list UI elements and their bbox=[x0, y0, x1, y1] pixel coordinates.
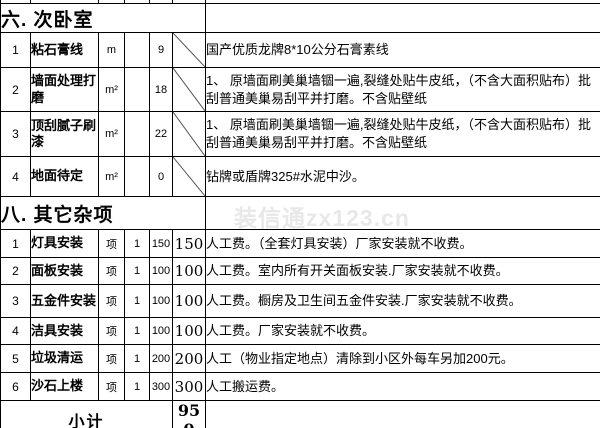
item-price: 100 bbox=[149, 257, 173, 285]
section-title-desc-cell bbox=[205, 3, 600, 33]
section-header-row: 八. 其它杂项 bbox=[0, 196, 600, 230]
item-price: 100 bbox=[149, 284, 173, 318]
section-title-desc-cell bbox=[205, 196, 600, 230]
table-row: 6 沙石上楼 项 1 300 300 人工搬运费。 bbox=[0, 372, 600, 401]
item-name: 洁具安装 bbox=[30, 317, 99, 345]
row-number: 2 bbox=[0, 67, 31, 112]
item-unit: 项 bbox=[98, 317, 125, 345]
row-number: 1 bbox=[0, 229, 31, 258]
item-desc: 国产优质龙牌8*10公分石膏素线 bbox=[205, 32, 600, 68]
item-name: 垃圾清运 bbox=[30, 344, 99, 373]
row-number: 4 bbox=[0, 317, 31, 345]
table-row: 2 面板安装 项 1 100 100 人工费。室内所有开关面板安装.厂家安装就不… bbox=[0, 257, 600, 285]
item-name: 沙石上楼 bbox=[30, 372, 99, 401]
item-amount: 100 bbox=[172, 257, 206, 285]
table-row: 1 灯具安装 项 1 150 150 人工费。（全套灯具安装）厂家安装就不收费。 bbox=[0, 229, 600, 258]
row-number: 2 bbox=[0, 257, 31, 285]
item-amount: 100 bbox=[172, 284, 206, 318]
table-row: 5 垃圾清运 项 1 200 200 人工（物业指定地点）清除到小区外每车另加2… bbox=[0, 344, 600, 373]
row-number: 1 bbox=[0, 32, 31, 68]
item-desc: 人工搬运费。 bbox=[205, 372, 600, 401]
diagonal-na-mark bbox=[173, 68, 205, 111]
item-price: 100 bbox=[149, 317, 173, 345]
table-row: 4 洁具安装 项 1 100 100 人工费。厂家安装就不收费。 bbox=[0, 317, 600, 345]
item-name: 墙面处理打磨 bbox=[30, 67, 99, 112]
item-unit: 项 bbox=[98, 372, 125, 401]
row-number: 3 bbox=[0, 284, 31, 318]
section-title: 八. 其它杂项 bbox=[0, 196, 206, 230]
item-price: 0 bbox=[149, 156, 173, 197]
amount-diagonal-cell bbox=[172, 111, 206, 157]
subtotal-amount: 950 bbox=[172, 400, 206, 428]
item-price: 200 bbox=[149, 344, 173, 373]
table-row: 4 地面待定 m² 0 钻牌或盾牌325#水泥中沙。 bbox=[0, 156, 600, 197]
diagonal-na-mark bbox=[173, 157, 205, 196]
item-amount: 300 bbox=[172, 372, 206, 401]
row-number: 3 bbox=[0, 111, 31, 157]
item-unit: m² bbox=[98, 111, 125, 157]
item-qty: 1 bbox=[124, 257, 150, 285]
subtotal-desc-cell bbox=[205, 400, 600, 428]
item-desc: 钻牌或盾牌325#水泥中沙。 bbox=[205, 156, 600, 197]
item-qty bbox=[124, 32, 150, 68]
item-desc: 1、 原墙面刷美巢墙锢一遍,裂缝处贴牛皮纸，（不含大面积贴布）批刮普通美巢易刮平… bbox=[205, 111, 600, 157]
item-desc: 1、 原墙面刷美巢墙锢一遍,裂缝处贴牛皮纸，（不含大面积贴布）批刮普通美巢易刮平… bbox=[205, 67, 600, 112]
item-qty: 1 bbox=[124, 344, 150, 373]
table-row: 3 顶刮腻子刷漆 m² 22 1、 原墙面刷美巢墙锢一遍,裂缝处贴牛皮纸，（不含… bbox=[0, 111, 600, 157]
item-name: 五金件安装 bbox=[30, 284, 99, 318]
section-title: 六. 次卧室 bbox=[0, 3, 206, 33]
item-price: 22 bbox=[149, 111, 173, 157]
amount-diagonal-cell bbox=[172, 67, 206, 112]
amount-diagonal-cell bbox=[172, 156, 206, 197]
row-number: 6 bbox=[0, 372, 31, 401]
diagonal-na-mark bbox=[173, 33, 205, 67]
table-row: 3 五金件安装 项 1 100 100 人工费。橱房及卫生间五金件安装.厂家安装… bbox=[0, 284, 600, 318]
item-unit: 项 bbox=[98, 229, 125, 258]
item-name: 面板安装 bbox=[30, 257, 99, 285]
item-name: 粘石膏线 bbox=[30, 32, 99, 68]
row-number: 5 bbox=[0, 344, 31, 373]
item-qty: 1 bbox=[124, 229, 150, 258]
item-desc: 人工费。橱房及卫生间五金件安装.厂家安装就不收费。 bbox=[205, 284, 600, 318]
item-unit: 项 bbox=[98, 284, 125, 318]
item-price: 9 bbox=[149, 32, 173, 68]
amount-diagonal-cell bbox=[172, 32, 206, 68]
item-desc: 人工费。室内所有开关面板安装.厂家安装就不收费。 bbox=[205, 257, 600, 285]
subtotal-label: 小计 bbox=[0, 400, 173, 428]
diagonal-na-mark bbox=[173, 112, 205, 156]
item-price: 300 bbox=[149, 372, 173, 401]
item-qty bbox=[124, 156, 150, 197]
item-amount: 150 bbox=[172, 229, 206, 258]
item-amount: 200 bbox=[172, 344, 206, 373]
item-price: 150 bbox=[149, 229, 173, 258]
item-qty: 1 bbox=[124, 317, 150, 345]
item-unit: 项 bbox=[98, 344, 125, 373]
item-unit: m² bbox=[98, 156, 125, 197]
subtotal-row: 小计 950 bbox=[0, 400, 600, 428]
item-qty bbox=[124, 67, 150, 112]
item-unit: m bbox=[98, 32, 125, 68]
item-price: 18 bbox=[149, 67, 173, 112]
item-desc: 人工（物业指定地点）清除到小区外每车另加200元。 bbox=[205, 344, 600, 373]
item-amount: 100 bbox=[172, 317, 206, 345]
table-row: 1 粘石膏线 m 9 国产优质龙牌8*10公分石膏素线 bbox=[0, 32, 600, 68]
item-unit: 项 bbox=[98, 257, 125, 285]
item-name: 灯具安装 bbox=[30, 229, 99, 258]
section-header-row: 六. 次卧室 bbox=[0, 3, 600, 33]
item-name: 顶刮腻子刷漆 bbox=[30, 111, 99, 157]
item-desc: 人工费。（全套灯具安装）厂家安装就不收费。 bbox=[205, 229, 600, 258]
item-qty: 1 bbox=[124, 284, 150, 318]
item-desc: 人工费。厂家安装就不收费。 bbox=[205, 317, 600, 345]
item-qty bbox=[124, 111, 150, 157]
row-number: 4 bbox=[0, 156, 31, 197]
item-unit: m² bbox=[98, 67, 125, 112]
item-qty: 1 bbox=[124, 372, 150, 401]
item-name: 地面待定 bbox=[30, 156, 99, 197]
table-row: 2 墙面处理打磨 m² 18 1、 原墙面刷美巢墙锢一遍,裂缝处贴牛皮纸，（不含… bbox=[0, 67, 600, 112]
